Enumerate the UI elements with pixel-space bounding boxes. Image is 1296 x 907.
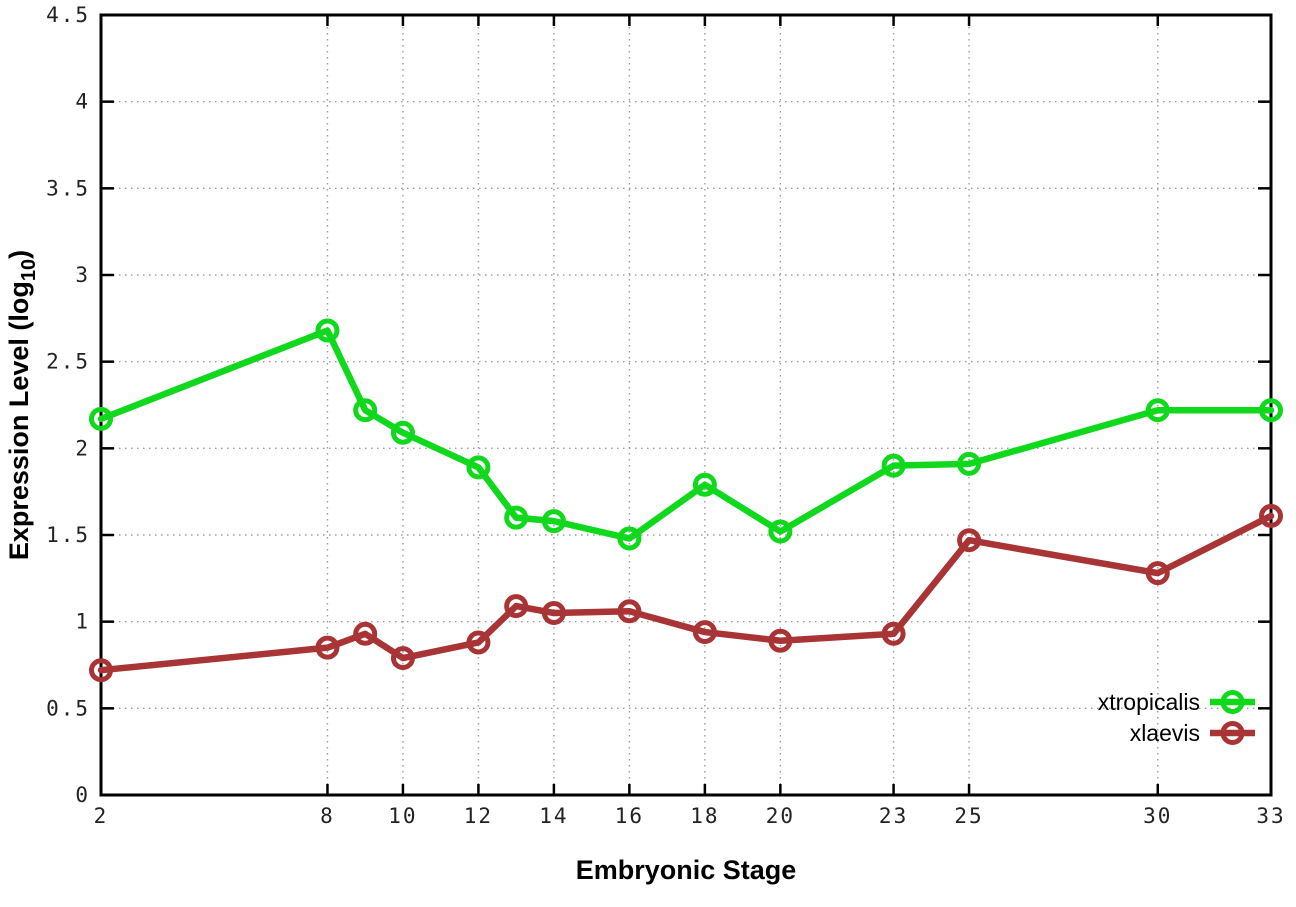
x-tick-label: 16 — [615, 804, 644, 828]
data-point-xtropicalis — [315, 318, 340, 343]
data-point-xlaevis — [541, 601, 566, 625]
x-tick-label: 2 — [94, 804, 109, 828]
data-point-xtropicalis — [504, 505, 529, 530]
legend-sample-marker-xtropicalis — [1220, 690, 1245, 714]
axis-layer: 2 8 10 12 14 16 18 20 23 25 30 33 0 0.5 1 1.5 2 2.5 3 3.5 4 4… — [46, 3, 1285, 828]
legend-label-xlaevis: xlaevis — [1130, 720, 1200, 746]
data-point-xlaevis — [692, 620, 717, 645]
data-point-xlaevis — [315, 635, 340, 660]
series-layer — [89, 318, 1283, 683]
legend: xtropicalis xlaevis — [1098, 689, 1255, 746]
y-tick-label: 1.5 — [46, 523, 90, 547]
grid-layer — [101, 15, 1271, 795]
data-point-xlaevis — [89, 658, 113, 683]
y-tick-label: 3.5 — [46, 176, 90, 200]
x-tick-label: 30 — [1143, 804, 1172, 828]
data-point-xlaevis — [768, 628, 793, 653]
y-axis-title: Expression Level (log10) — [4, 250, 40, 560]
y-tick-label: 2 — [75, 436, 90, 460]
data-point-xlaevis — [881, 621, 906, 646]
data-point-xtropicalis — [617, 526, 642, 551]
x-tick-label: 25 — [954, 804, 983, 828]
data-point-xtropicalis — [881, 453, 906, 478]
data-point-xlaevis — [466, 630, 491, 655]
x-tick-label: 8 — [320, 804, 335, 828]
x-tick-label: 14 — [539, 804, 568, 828]
data-point-xtropicalis — [1145, 398, 1170, 423]
data-point-xtropicalis — [89, 406, 113, 431]
data-point-xlaevis — [353, 621, 378, 646]
y-tick-label: 0 — [75, 783, 90, 807]
x-tick-label: 20 — [766, 804, 795, 828]
x-tick-label: 10 — [388, 804, 417, 828]
data-point-xtropicalis — [466, 455, 491, 480]
y-tick-label: 4 — [75, 90, 90, 114]
data-point-xtropicalis — [692, 472, 717, 497]
legend-sample-marker-xlaevis — [1220, 721, 1245, 745]
plot-border — [99, 13, 1273, 797]
y-tick-label: 3 — [75, 263, 90, 287]
data-point-xlaevis — [617, 599, 642, 624]
data-point-xlaevis — [1145, 561, 1170, 586]
data-point-xtropicalis — [353, 398, 378, 423]
data-point-xtropicalis — [390, 420, 415, 445]
x-tick-label: 33 — [1256, 804, 1285, 828]
legend-label-xtropicalis: xtropicalis — [1098, 689, 1200, 715]
data-point-xtropicalis — [768, 519, 793, 544]
x-tick-label: 12 — [464, 804, 493, 828]
y-tick-label: 0.5 — [46, 696, 90, 720]
data-point-xlaevis — [957, 528, 982, 553]
data-point-xlaevis — [1259, 503, 1283, 528]
x-axis-title: Embryonic Stage — [576, 855, 797, 885]
data-point-xtropicalis — [1259, 398, 1283, 423]
y-tick-label: 4.5 — [46, 3, 90, 27]
data-point-xtropicalis — [957, 451, 982, 476]
y-tick-label: 1 — [75, 610, 90, 634]
data-point-xlaevis — [390, 646, 415, 671]
x-tick-label: 18 — [690, 804, 719, 828]
y-tick-label: 2.5 — [46, 350, 90, 374]
x-tick-label: 23 — [879, 804, 908, 828]
series-line-xlaevis — [97, 512, 1275, 674]
data-point-xtropicalis — [541, 509, 566, 534]
data-point-xlaevis — [504, 594, 529, 619]
